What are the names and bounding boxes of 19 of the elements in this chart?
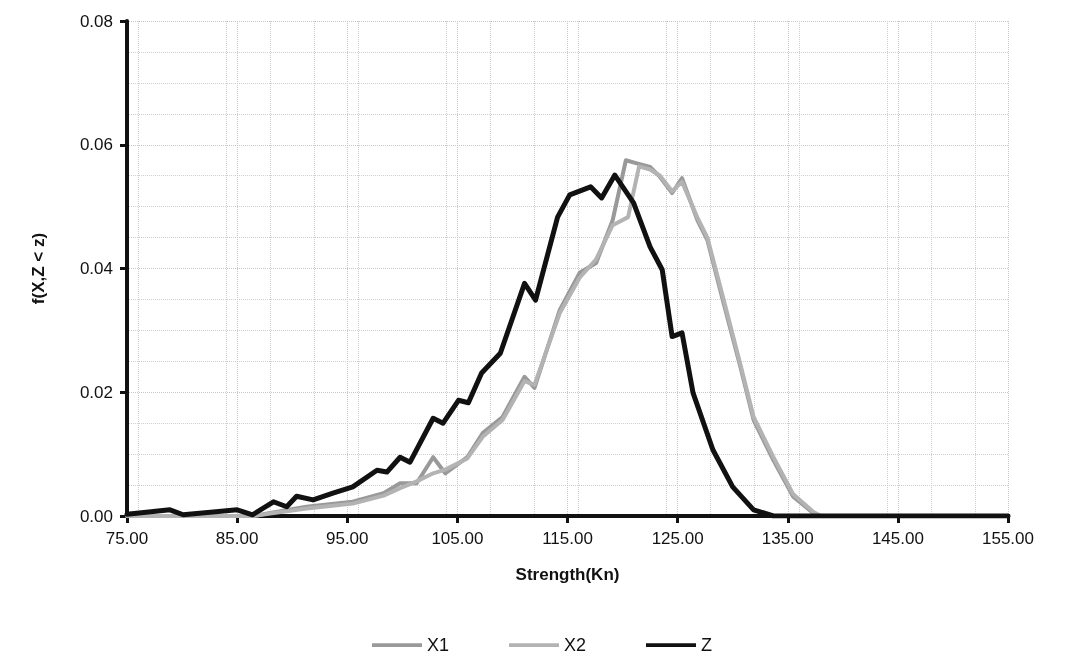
x-tick-label: 75.00 bbox=[105, 529, 149, 548]
y-tick-label: 0.04 bbox=[79, 259, 113, 278]
x-tick-label: 95.00 bbox=[325, 529, 369, 548]
x-tick-label: 115.00 bbox=[542, 529, 593, 548]
legend-label: X2 bbox=[564, 635, 587, 655]
legend-label: Z bbox=[701, 635, 713, 655]
x-tick-label: 155.00 bbox=[982, 529, 1034, 548]
y-tick-label: 0.06 bbox=[79, 135, 113, 155]
y-tick-label: 0.02 bbox=[79, 382, 113, 402]
x-tick-label: 145.00 bbox=[871, 529, 924, 548]
legend-label: X1 bbox=[426, 635, 450, 655]
y-tick-label: 0.08 bbox=[79, 11, 113, 31]
x-axis-title: Strength(Kn) bbox=[515, 565, 620, 584]
x-tick-label: 105.00 bbox=[431, 529, 484, 548]
y-axis-title: f(X,Z < z) bbox=[29, 232, 48, 305]
y-tick-label: 0.00 bbox=[79, 506, 113, 526]
x-tick-label: 85.00 bbox=[215, 529, 259, 548]
x-tick-label: 135.00 bbox=[761, 529, 814, 548]
x-tick-label: 125.00 bbox=[651, 529, 704, 548]
